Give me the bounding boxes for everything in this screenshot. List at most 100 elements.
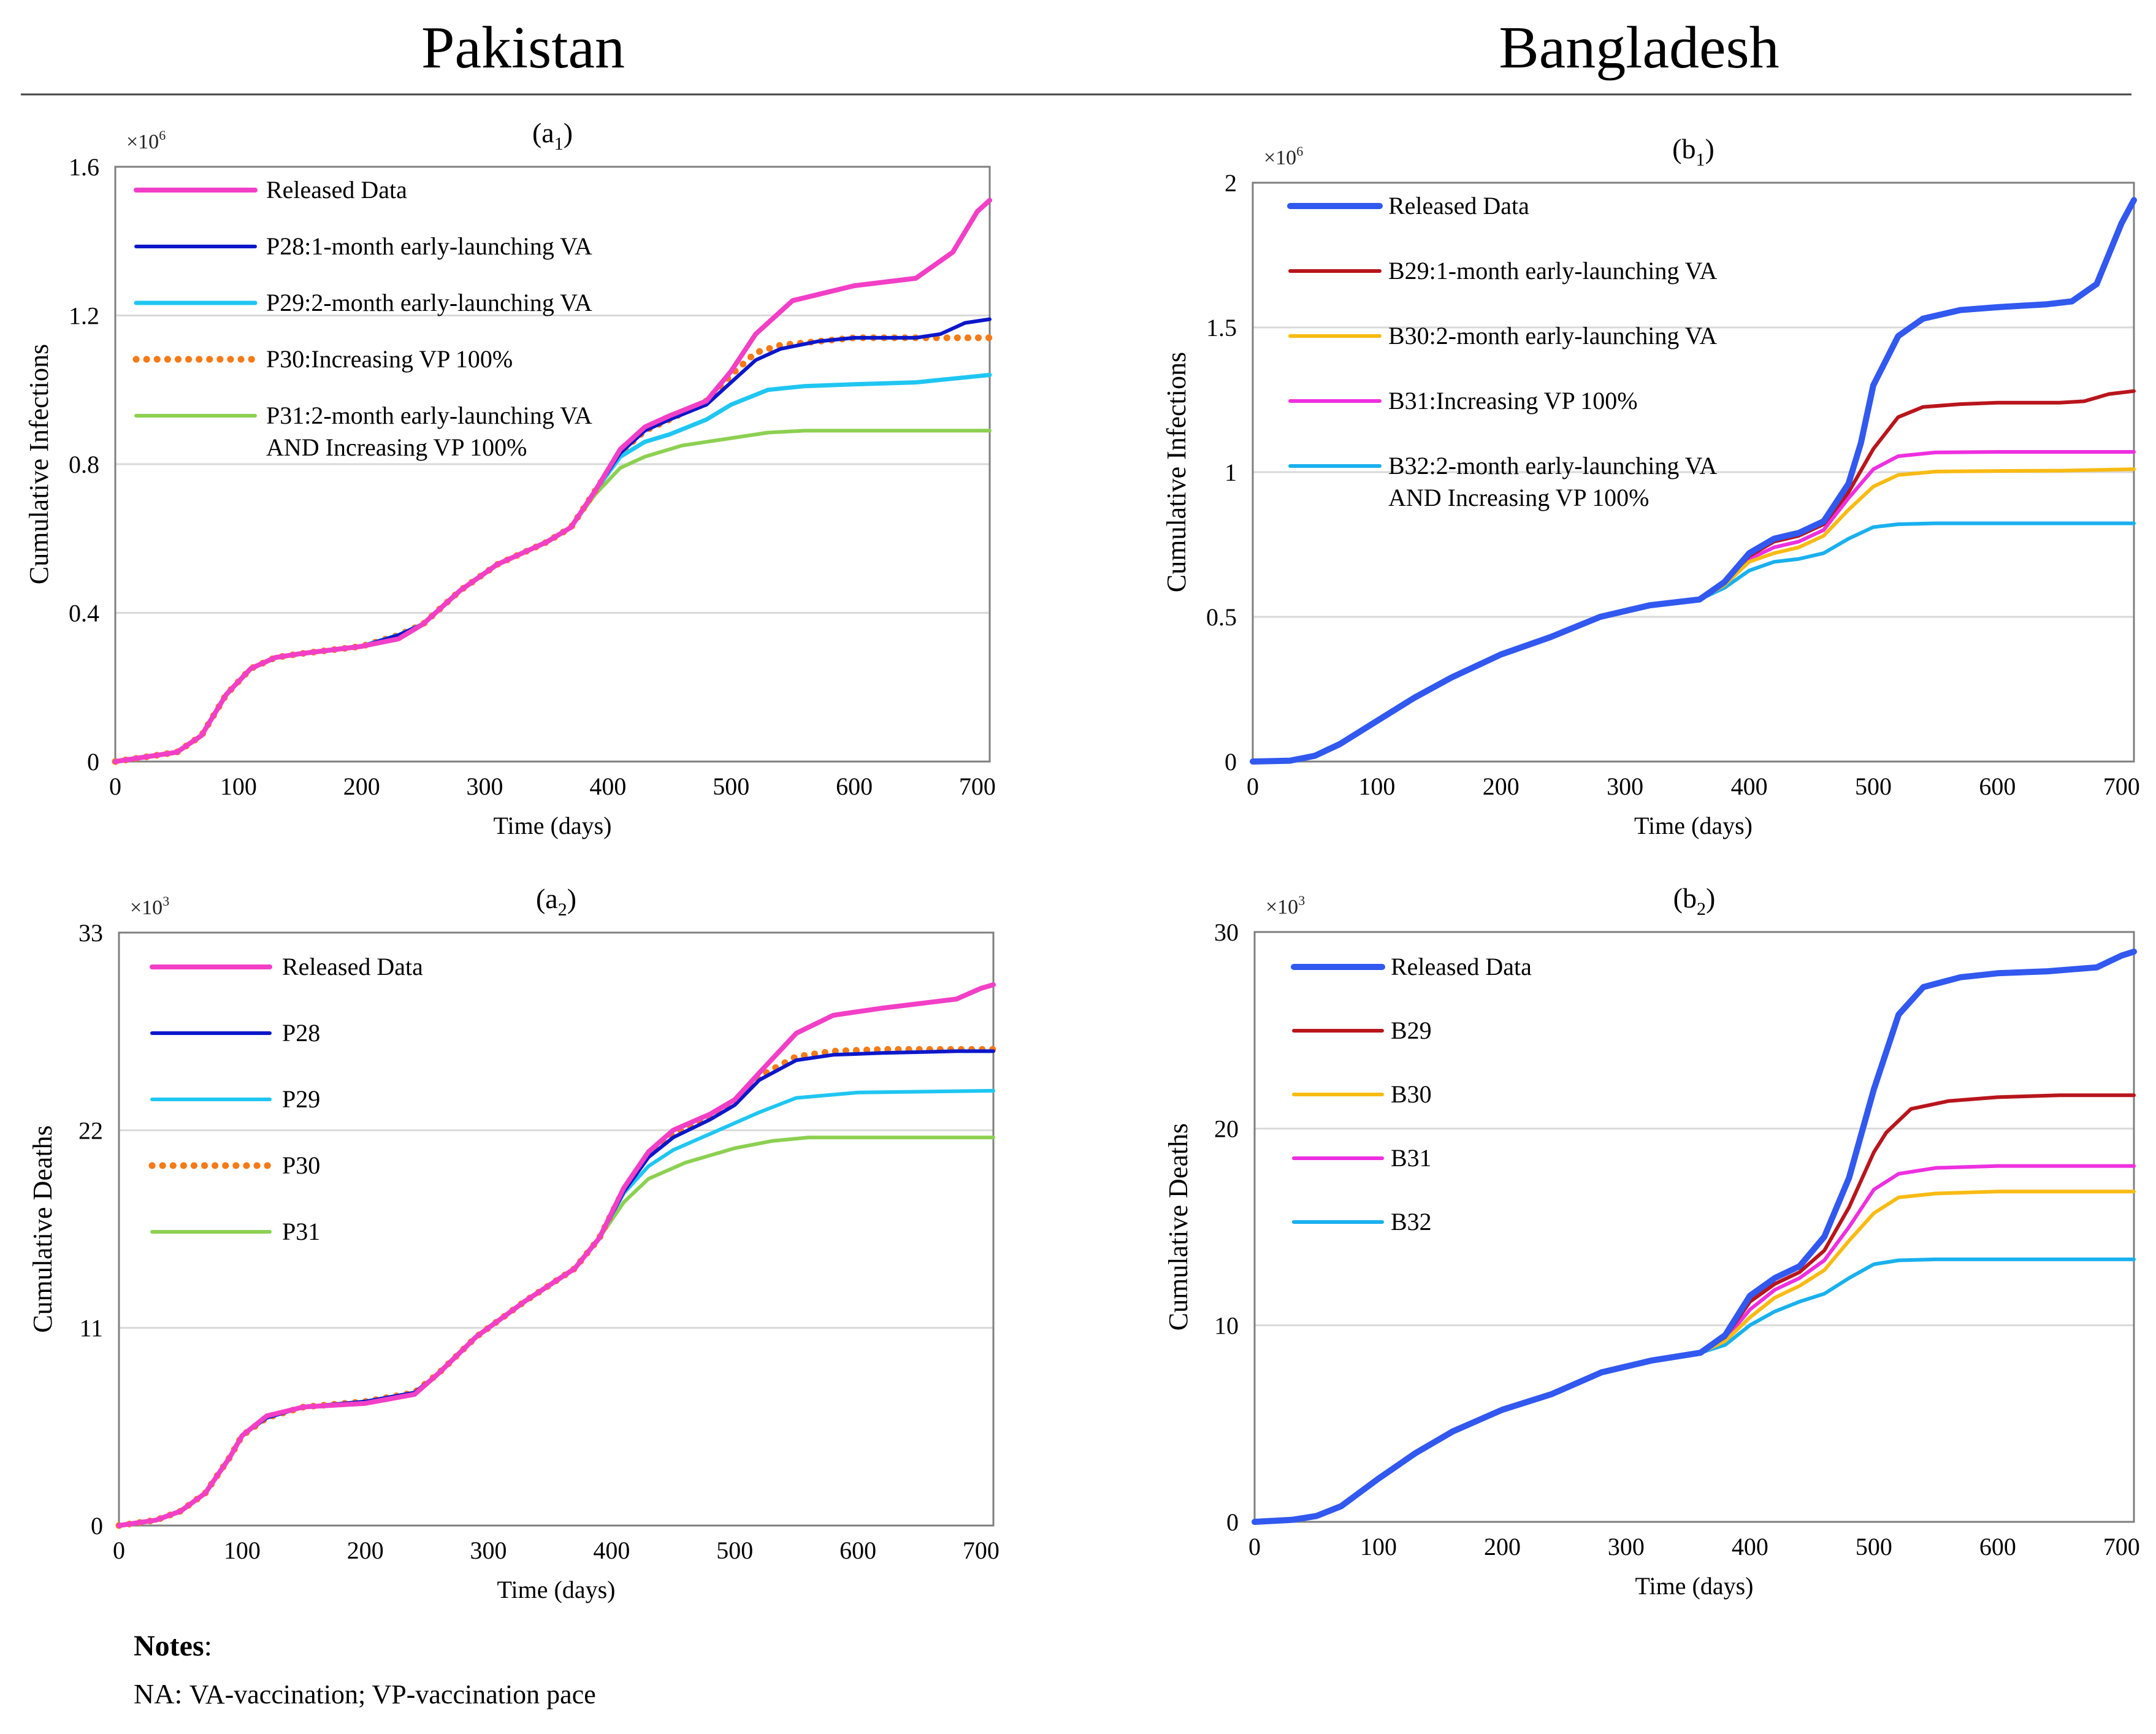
x-tick-label: 500 (1856, 1533, 1892, 1560)
notes-body: VA-vaccination; VP-vaccination pace (189, 1679, 596, 1709)
x-tick-label: 400 (593, 1537, 630, 1564)
y-tick-label: 0.4 (69, 600, 99, 627)
y-tick-label: 0 (1225, 748, 1237, 776)
y-axis-label: Cumulative Infections (24, 344, 54, 584)
x-tick-label: 0 (109, 773, 121, 800)
x-tick-label: 0 (1247, 773, 1259, 800)
legend-label: P28:1-month early-launching VA (266, 232, 592, 260)
chart-a1: (a1) ×106 0 0.4 0.8 1.2 1.6 0 100 200 300 400 500 600… (24, 117, 996, 839)
x-tick-label: 300 (1608, 1533, 1645, 1560)
plot-frame (118, 931, 995, 1527)
x-tick-label: 200 (343, 773, 380, 800)
plot-frame (1253, 931, 2135, 1523)
series-line (1253, 1257, 2136, 1524)
panel-label-b2: (b2) (1673, 882, 1716, 919)
legend-label: B32 (1391, 1208, 1432, 1236)
y-axis-label: Cumulative Deaths (28, 1125, 58, 1333)
x-tick-label: 500 (713, 773, 749, 800)
panel-label-a2: (a2) (536, 883, 576, 920)
y-tick-label: 33 (78, 919, 103, 947)
x-axis-label: Time (days) (494, 812, 612, 839)
notes-label: Notes (134, 1630, 204, 1662)
x-tick-label: 300 (470, 1537, 507, 1564)
x-tick-label: 100 (1360, 1533, 1397, 1560)
chart-b1: (b1) ×106 0 0.5 1 1.5 2 0 100 200 300 400 500 600 700 T… (1161, 133, 2140, 839)
notes-colon: : (204, 1630, 212, 1662)
series-line (1252, 949, 2137, 1525)
series-line (117, 1049, 995, 1527)
series-line (113, 373, 992, 764)
x-tick-label: 400 (589, 773, 626, 800)
series-line (1253, 1093, 2136, 1524)
series-line (117, 982, 996, 1528)
chart-a2: (a2) ×103 0 11 22 33 0 100 200 300 400 500 600 700 Tim… (28, 883, 1000, 1603)
y-tick-label: 1.2 (69, 302, 99, 330)
panel-label-a1: (a1) (532, 117, 573, 154)
x-tick-label: 600 (839, 1537, 876, 1564)
x-tick-label: 700 (2103, 773, 2140, 800)
y-tick-label: 0 (1226, 1508, 1239, 1536)
legend-label: B29 (1391, 1017, 1432, 1044)
legend-label: Released Data (282, 953, 423, 980)
notes-heading: Notes: (134, 1630, 212, 1662)
x-tick-label: 500 (716, 1537, 753, 1564)
y-tick-label: 30 (1214, 919, 1239, 946)
bangladesh-title: Bangladesh (1499, 15, 1779, 81)
y-tick-label: 0.5 (1206, 603, 1237, 631)
legend-label: B31 (1391, 1144, 1432, 1172)
y-tick-label: 1 (1225, 459, 1237, 486)
series-line (1250, 197, 2137, 765)
legend-label: P30:Increasing VP 100% (266, 345, 513, 373)
series-line (1251, 521, 2136, 763)
series-line (117, 1088, 995, 1527)
y-tick-label: 10 (1214, 1312, 1239, 1339)
x-tick-label: 500 (1855, 773, 1892, 800)
y-tick-label: 11 (79, 1315, 103, 1342)
x-axis-label: Time (days) (1635, 1572, 1754, 1600)
legend-label: P28 (282, 1019, 320, 1047)
x-axis-label: Time (days) (497, 1576, 616, 1603)
y-tick-label: 0 (91, 1512, 103, 1540)
legend-label: B31:Increasing VP 100% (1388, 387, 1638, 414)
legend-label: Released Data (266, 176, 407, 204)
x-tick-label: 600 (836, 773, 873, 800)
x-tick-label: 200 (1484, 1533, 1521, 1560)
y-tick-label: 20 (1214, 1115, 1239, 1143)
legend-label: P29:2-month early-launching VA (266, 289, 592, 316)
pakistan-title: Pakistan (421, 15, 625, 81)
x-tick-label: 0 (113, 1537, 125, 1564)
x-tick-label: 700 (2103, 1533, 2140, 1560)
panel-label-b1: (b1) (1672, 133, 1714, 170)
y-tick-label: 2 (1225, 169, 1237, 197)
multiplier-a1: ×106 (126, 128, 166, 153)
x-tick-label: 0 (1248, 1533, 1261, 1560)
x-tick-label: 200 (347, 1537, 384, 1564)
legend-label: B29:1-month early-launching VA (1388, 257, 1717, 285)
legend-label: P31:2-month early-launching VA AND Increa… (266, 402, 592, 461)
x-tick-label: 300 (1607, 773, 1643, 800)
notes-prefix: NA: (134, 1678, 182, 1709)
multiplier-b2: ×103 (1266, 893, 1305, 919)
y-tick-label: 1.5 (1206, 314, 1237, 342)
x-tick-label: 100 (224, 1537, 261, 1564)
x-tick-label: 100 (1358, 773, 1395, 800)
multiplier-a2: ×103 (130, 893, 169, 919)
legend-label: P30 (282, 1152, 320, 1179)
legend-label: B30 (1391, 1080, 1432, 1108)
x-tick-label: 100 (220, 773, 257, 800)
multiplier-b1: ×106 (1264, 143, 1303, 169)
series-line (113, 429, 992, 763)
series-line (1251, 389, 2136, 763)
plot-frame (1252, 181, 2135, 763)
notes-text: NA: VA-vaccination; VP-vaccination pace (134, 1678, 596, 1709)
legend-label: B32:2-month early-launching VA AND Increa… (1388, 452, 1717, 511)
x-tick-label: 700 (963, 1537, 1000, 1564)
series-line (1253, 1164, 2136, 1524)
legend-label: P29 (282, 1085, 320, 1113)
series-line (115, 1046, 997, 1529)
series-line (113, 197, 992, 764)
y-axis-label: Cumulative Deaths (1163, 1123, 1193, 1331)
